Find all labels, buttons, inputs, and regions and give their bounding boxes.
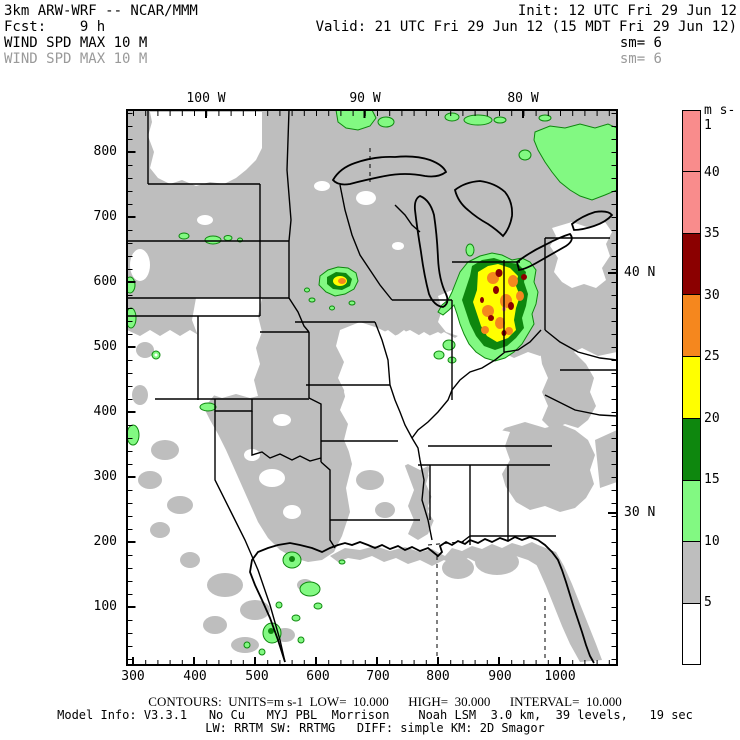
colorbar-segment-15-20: [683, 417, 700, 480]
left-axis-label-100: 100: [93, 599, 117, 614]
field-name-line2: WIND SPD MAX 10 M: [4, 51, 148, 67]
colorbar-label-25: 25: [704, 349, 720, 364]
bottom-axis-label-600: 600: [306, 669, 330, 684]
gulf-coastline: [249, 535, 595, 664]
white-holes: [130, 112, 612, 538]
top-axis-label-80w: 80 W: [507, 91, 539, 106]
left-axis-label-500: 500: [93, 339, 117, 354]
dark-green-cores: [154, 353, 295, 634]
right-axis-label-40n: 40 N: [624, 265, 656, 280]
left-axis-label-600: 600: [93, 274, 117, 289]
field-name-line1: WIND SPD MAX 10 M: [4, 35, 148, 51]
forecast-hour: Fcst: 9 h: [4, 19, 106, 35]
colorbar-segment-20-25: [683, 356, 700, 418]
top-axis-label-90w: 90 W: [349, 91, 381, 106]
left-axis-label-200: 200: [93, 534, 117, 549]
bottom-axis-label-900: 900: [488, 669, 512, 684]
colorbar-label-5: 5: [704, 595, 712, 610]
colorbar-segment-10-15: [683, 479, 700, 541]
colorbar: [682, 110, 701, 665]
left-axis-label-700: 700: [93, 209, 117, 224]
colorbar-label-10: 10: [704, 534, 720, 549]
great-lakes: [331, 155, 614, 308]
colorbar-segment-lt5: [683, 602, 700, 665]
state-borders: [127, 110, 617, 663]
bottom-axis-label-500: 500: [245, 669, 269, 684]
bottom-axis-label-800: 800: [426, 669, 450, 684]
left-axis-label-300: 300: [93, 469, 117, 484]
left-axis-label-800: 800: [93, 144, 117, 159]
bottom-axis-label-300: 300: [121, 669, 145, 684]
contours-info: CONTOURS: UNITS=m s-1 LOW= 10.000 HIGH= …: [148, 694, 622, 709]
colorbar-title: m s-1: [704, 103, 736, 133]
sm-line2: sm= 6: [619, 51, 662, 67]
colorbar-label-15: 15: [704, 472, 720, 487]
sm-line1: sm= 6: [619, 35, 662, 51]
colorbar-label-20: 20: [704, 411, 720, 426]
init-time: Init: 12 UTC Fri 29 Jun 12: [517, 3, 737, 19]
bottom-axis-label-700: 700: [366, 669, 390, 684]
colorbar-segment-30-35: [683, 233, 700, 295]
colorbar-label-40: 40: [704, 165, 720, 180]
model-info: Model Info: V3.3.1 No Cu MYJ PBL Morriso…: [57, 708, 693, 722]
iowa-storm: [318, 266, 359, 297]
colorbar-segment-gt40: [683, 111, 700, 172]
physics-info: LW: RRTM SW: RRTMG DIFF: simple KM: 2D S…: [205, 721, 545, 735]
colorbar-segment-5-10: [683, 540, 700, 603]
bottom-axis-label-400: 400: [183, 669, 207, 684]
map-frame: [126, 109, 618, 666]
bottom-axis-label-1000: 1000: [544, 669, 576, 684]
colorbar-label-30: 30: [704, 288, 720, 303]
colorbar-label-35: 35: [704, 226, 720, 241]
valid-time: Valid: 21 UTC Fri 29 Jun 12 (15 MDT Fri …: [315, 19, 737, 35]
colorbar-segment-35-40: [683, 171, 700, 234]
right-axis-label-30n: 30 N: [624, 505, 656, 520]
derecho-storm-cluster: [433, 243, 539, 364]
top-axis-label-100w: 100 W: [186, 91, 226, 106]
model-title: 3km ARW-WRF -- NCAR/MMM: [4, 3, 198, 19]
dashed-boundaries: [369, 148, 546, 662]
green-patches: [127, 110, 617, 656]
left-axis-label-400: 400: [93, 404, 117, 419]
colorbar-segment-25-30: [683, 294, 700, 357]
axis-ticks: [127, 110, 617, 665]
